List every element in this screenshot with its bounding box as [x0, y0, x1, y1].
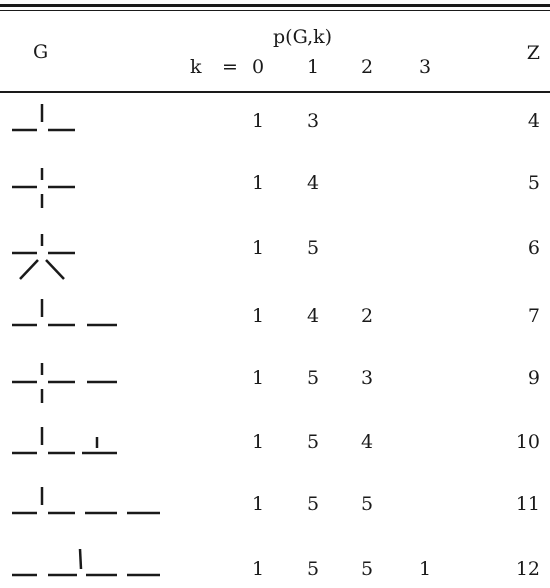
top-rule-thin: [0, 10, 550, 11]
row-z: 6: [527, 237, 540, 259]
row-coefficient: 5: [360, 558, 374, 580]
header-polynomial: p(G,k): [273, 26, 333, 48]
graph-drawing: [12, 427, 117, 455]
row-coefficient: 1: [251, 367, 265, 389]
row-coefficient: 5: [306, 493, 320, 515]
row-coefficient: 5: [306, 367, 320, 389]
row-z: 12: [515, 558, 540, 580]
header-k1: 1: [306, 56, 320, 78]
header-k3: 3: [418, 56, 432, 78]
graph-drawing: [12, 363, 117, 403]
row-coefficient: 1: [251, 493, 265, 515]
row-coefficient: 1: [251, 172, 265, 194]
row-coefficient: 5: [306, 431, 320, 453]
graph-drawing: [12, 299, 117, 327]
header-equals: =: [222, 56, 238, 78]
row-coefficient: 3: [306, 110, 320, 132]
graph-drawing: [12, 104, 75, 132]
header-k2: 2: [360, 56, 374, 78]
row-coefficient: 5: [360, 493, 374, 515]
row-coefficient: 1: [418, 558, 432, 580]
row-z: 9: [527, 367, 540, 389]
top-rule-thick: [0, 4, 550, 7]
row-coefficient: 2: [360, 305, 374, 327]
row-z: 5: [527, 172, 540, 194]
row-coefficient: 1: [251, 305, 265, 327]
row-z: 11: [515, 493, 540, 515]
row-coefficient: 5: [306, 558, 320, 580]
row-z: 4: [527, 110, 540, 132]
row-coefficient: 1: [251, 110, 265, 132]
header-graph: G: [33, 41, 49, 63]
row-z: 10: [515, 431, 540, 453]
row-coefficient: 1: [251, 237, 265, 259]
header-z: Z: [526, 42, 540, 64]
graph-drawing: [12, 234, 75, 280]
row-coefficient: 4: [306, 305, 320, 327]
row-coefficient: 4: [306, 172, 320, 194]
graph-drawing: [12, 168, 75, 208]
row-coefficient: 1: [251, 431, 265, 453]
header-rule: [0, 91, 550, 93]
header-k-label: k: [190, 56, 202, 78]
row-coefficient: 4: [360, 431, 374, 453]
row-z: 7: [527, 305, 540, 327]
graph-drawing: [12, 487, 160, 515]
row-coefficient: 5: [306, 237, 320, 259]
graph-drawing: [12, 548, 160, 577]
row-coefficient: 1: [251, 558, 265, 580]
header-k0: 0: [251, 56, 265, 78]
row-coefficient: 3: [360, 367, 374, 389]
